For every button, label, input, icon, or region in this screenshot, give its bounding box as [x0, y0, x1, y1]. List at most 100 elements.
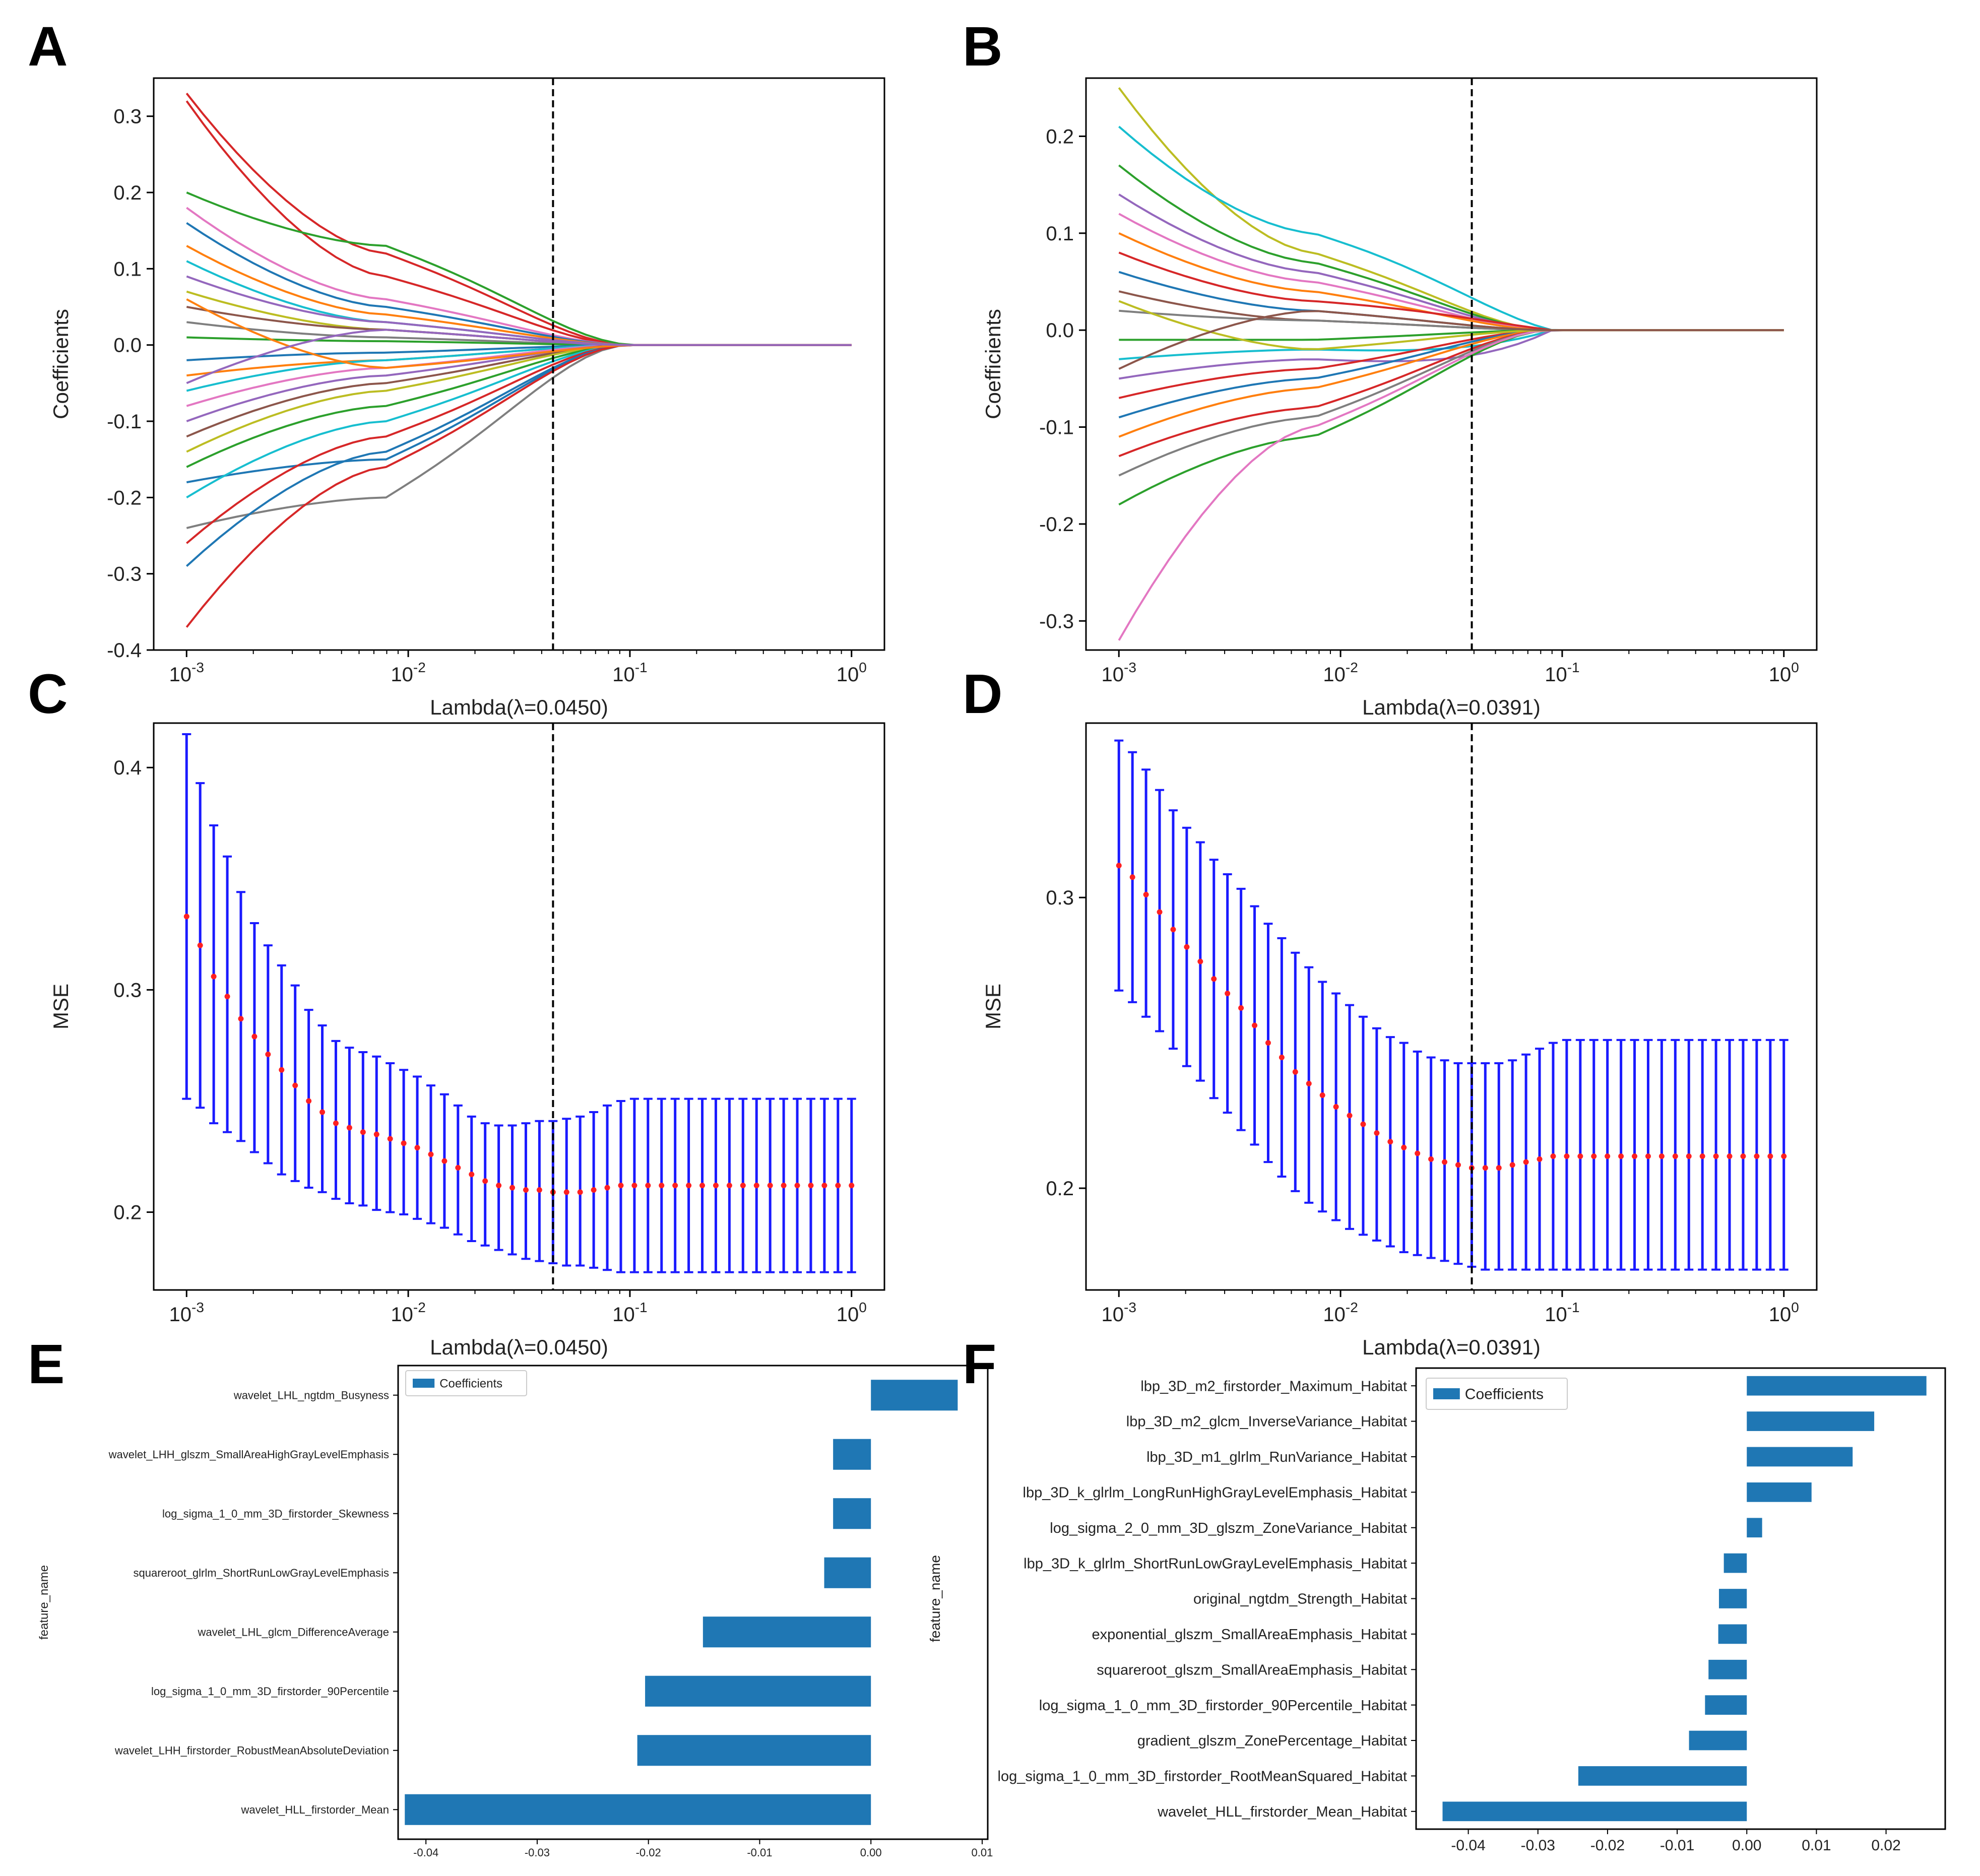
mse-point [1428, 1156, 1434, 1162]
legend-swatch [413, 1379, 435, 1388]
coefficient-bar [1578, 1766, 1747, 1786]
coefficient-bar-chart-e: wavelet_LHL_ngtdm_Busyness wavelet_LHH_gl… [37, 1365, 993, 1859]
mse-point [1184, 944, 1190, 950]
x-tick-label: 100 [837, 1300, 867, 1326]
mse-point [1577, 1153, 1583, 1159]
x-tick-label: 10-1 [612, 660, 647, 686]
x-tick-label: -0.02 [636, 1846, 661, 1859]
mse-point [1197, 958, 1203, 964]
mse-point [536, 1187, 542, 1193]
y-axis-title: MSE [49, 984, 73, 1029]
y-tick-label: 0.2 [113, 1202, 142, 1224]
mse-point [672, 1183, 678, 1189]
coefficient-bar [1718, 1589, 1747, 1608]
mse-point [238, 1016, 244, 1022]
mse-point [414, 1145, 420, 1151]
feature-label: log_sigma_2_0_mm_3D_glszm_ZoneVariance_H… [1050, 1520, 1407, 1536]
y-tick-label: -0.3 [1039, 610, 1074, 632]
coefficient-bar [1718, 1624, 1747, 1644]
y-axis-title: MSE [981, 984, 1005, 1029]
mse-point [1672, 1153, 1678, 1159]
feature-label: lbp_3D_m1_glrlm_RunVariance_Habitat [1146, 1449, 1407, 1465]
mse-point [1645, 1153, 1651, 1159]
coefficient-bar [871, 1380, 958, 1411]
mse-point [265, 1051, 271, 1057]
x-tick-label: -0.04 [413, 1846, 438, 1859]
x-tick-label: 100 [1769, 660, 1799, 686]
mse-point [821, 1183, 827, 1189]
panel-letter-e: E [28, 1333, 65, 1395]
mse-point [1387, 1139, 1393, 1145]
x-tick-label: 10-3 [1102, 1300, 1136, 1326]
legend-label: Coefficients [439, 1377, 502, 1390]
mse-point [1374, 1130, 1380, 1136]
mse-point [631, 1183, 637, 1189]
y-tick-label: -0.1 [1039, 417, 1074, 439]
mse-point [1509, 1162, 1515, 1168]
mse-point [1157, 909, 1163, 915]
panel-letter-d: D [963, 663, 1002, 725]
y-tick-label: 0.3 [113, 106, 142, 128]
feature-label: lbp_3D_m2_glcm_InverseVariance_Habitat [1126, 1414, 1407, 1430]
mse-point [197, 942, 203, 948]
coefficient-bar [1747, 1518, 1762, 1538]
mse-point [713, 1183, 719, 1189]
x-tick-label: -0.02 [1590, 1837, 1625, 1854]
x-tick-label: 10-3 [169, 660, 204, 686]
x-tick-label: 10-1 [1545, 660, 1579, 686]
mse-point [1550, 1153, 1556, 1159]
x-axis-title: Lambda(λ=0.0391) [1362, 695, 1541, 719]
x-tick-label: 10-2 [1323, 1300, 1358, 1326]
x-tick-label: 0.01 [1802, 1837, 1831, 1854]
panel-letter-f: F [963, 1333, 996, 1395]
mse-point [1482, 1165, 1488, 1171]
mse-point [279, 1067, 285, 1073]
feature-label: wavelet_LHH_glszm_SmallAreaHighGrayLevel… [108, 1448, 389, 1461]
legend-box [1426, 1378, 1568, 1410]
feature-label: wavelet_HLL_firstorder_Mean_Habitat [1157, 1804, 1407, 1820]
mse-point [1496, 1165, 1502, 1171]
mse-point [1238, 1005, 1244, 1011]
panel-letter-a: A [28, 16, 68, 78]
y-tick-label: -0.3 [107, 563, 142, 586]
mse-point [1699, 1153, 1705, 1159]
coefficient-bar [1747, 1376, 1927, 1396]
mse-point [1401, 1144, 1407, 1150]
feature-label: wavelet_LHH_firstorder_RobustMeanAbsolut… [114, 1744, 389, 1757]
x-tick-label: -0.04 [1451, 1837, 1485, 1854]
mse-point [306, 1098, 312, 1104]
x-tick-label: 100 [837, 660, 867, 686]
y-tick-label: 0.0 [113, 335, 142, 357]
x-tick-label: 0.00 [860, 1846, 882, 1859]
legend-swatch [1433, 1388, 1460, 1399]
mse-point [469, 1172, 475, 1178]
x-tick-label: 10-2 [391, 1300, 425, 1326]
mse-point [686, 1183, 692, 1189]
mse-cv-chart-c: 10-3 10-2 10-1 100 Lambda(λ=0.0450) 0.2 0.3 0.4… [49, 722, 885, 1359]
feature-label: lbp_3D_k_glrlm_LongRunHighGrayLevelEmpha… [1023, 1484, 1407, 1501]
mse-point [224, 994, 230, 1000]
coefficient-bar [645, 1675, 871, 1707]
mse-point [373, 1131, 379, 1137]
mse-point [1265, 1040, 1271, 1046]
mse-point [577, 1189, 583, 1195]
mse-point [320, 1109, 326, 1115]
x-tick-label: 10-1 [1545, 1300, 1579, 1326]
mse-point [360, 1129, 366, 1135]
y-tick-label: 0.3 [113, 979, 142, 1001]
x-axis-title: Lambda(λ=0.0450) [430, 695, 608, 719]
coefficient-bar [1708, 1659, 1747, 1679]
mse-point [699, 1183, 706, 1189]
coefficient-bar [833, 1498, 871, 1529]
x-tick-label: -0.01 [747, 1846, 772, 1859]
mse-point [808, 1183, 814, 1189]
mse-point [509, 1185, 516, 1191]
mse-point [1632, 1153, 1638, 1159]
y-tick-label: -0.1 [107, 411, 142, 433]
mse-point [292, 1082, 298, 1088]
mse-point [183, 914, 189, 920]
mse-point [1754, 1153, 1760, 1159]
mse-cv-chart-d: 10-3 10-2 10-1 100 Lambda(λ=0.0391) 0.2 0.3 MSE [981, 722, 1818, 1359]
feature-label: log_sigma_1_0_mm_3D_firstorder_Skewness [162, 1507, 389, 1520]
